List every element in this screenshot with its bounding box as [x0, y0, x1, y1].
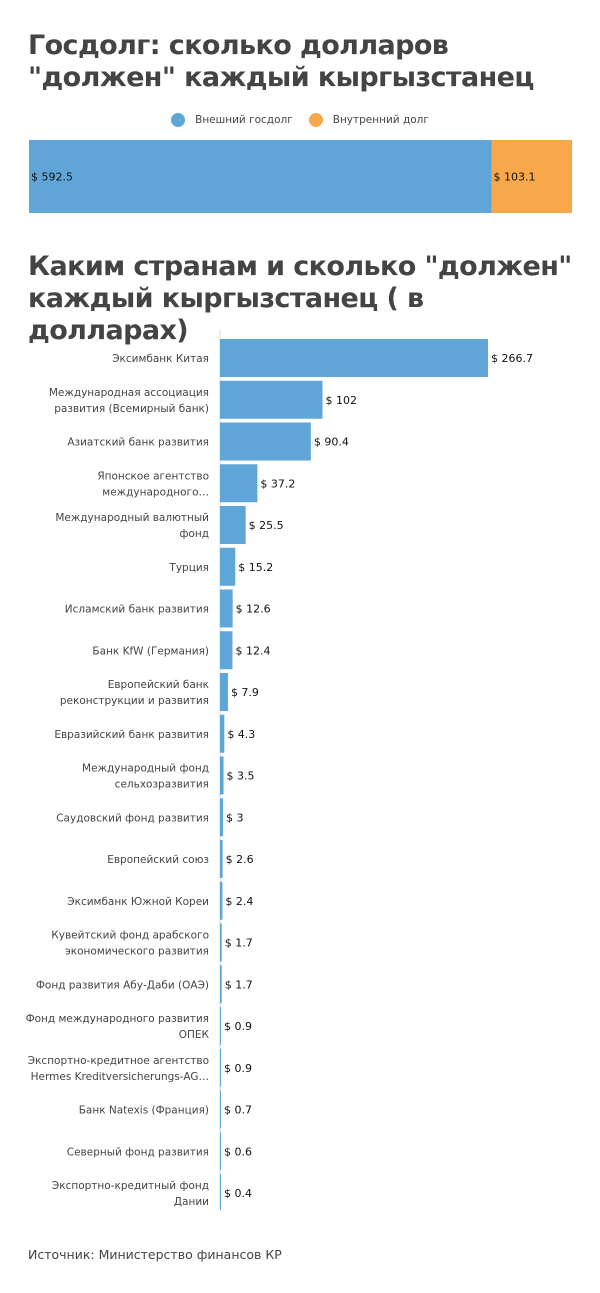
- category-label: Банк KfW (Германия): [92, 645, 209, 657]
- category-label: Экспортно-кредитный фонд: [52, 1180, 209, 1192]
- bar[interactable]: [220, 1174, 221, 1210]
- stack-segment-internal[interactable]: [491, 140, 572, 213]
- category-label: Саудовский фонд развития: [56, 812, 209, 824]
- bar[interactable]: [220, 339, 488, 377]
- category-label: Экспортно-кредитное агентство: [28, 1055, 209, 1067]
- bar-value-label: $ 2.4: [225, 895, 253, 908]
- bar[interactable]: [220, 840, 223, 878]
- bar-value-label: $ 0.7: [224, 1104, 252, 1117]
- category-label: экономического развития: [65, 946, 209, 958]
- legend-label-internal: Внутренний долг: [332, 114, 429, 126]
- bar-value-label: $ 0.6: [224, 1145, 252, 1158]
- legend: Внешний госдолг Внутренний долг: [0, 113, 600, 127]
- bar[interactable]: [220, 965, 222, 1004]
- category-label: Hermes Kreditversicherungs-AG…: [31, 1071, 209, 1083]
- creditors-bar-chart: $ 266.7 Эксимбанк Китая $ 102 Международная…: [0, 330, 600, 1210]
- category-label: Азиатский банк развития: [67, 437, 209, 449]
- bar[interactable]: [220, 673, 228, 711]
- category-label: реконструкции и развития: [60, 695, 209, 707]
- stacked-debt-svg: $ 592.5 $ 103.1: [29, 140, 572, 213]
- bar-value-label: $ 3: [226, 811, 244, 824]
- category-label: развития (Всемирный банк): [54, 403, 209, 415]
- bar[interactable]: [220, 1048, 221, 1087]
- category-label: международного…: [102, 486, 209, 498]
- stack-segment-external[interactable]: [29, 140, 492, 213]
- bar-value-label: $ 0.9: [224, 1020, 252, 1033]
- bar-value-label: $ 15.2: [238, 561, 273, 574]
- bar-value-label: $ 7.9: [231, 686, 259, 699]
- bar-value-label: $ 37.2: [260, 477, 295, 490]
- category-label: Эксимбанк Южной Кореи: [67, 896, 209, 908]
- bar[interactable]: [220, 506, 246, 544]
- bar-value-label: $ 2.6: [226, 853, 254, 866]
- category-label: Евразийский банк развития: [54, 729, 209, 741]
- category-label: Банк Natexis (Франция): [79, 1105, 209, 1117]
- bar-value-label: $ 0.4: [224, 1187, 252, 1200]
- legend-dot-internal-icon: [308, 113, 323, 127]
- bar[interactable]: [220, 1132, 221, 1171]
- bar-value-label: $ 12.6: [236, 603, 271, 616]
- category-label: Японское агентство: [97, 470, 209, 482]
- bar-value-label: $ 102: [325, 394, 357, 407]
- bar[interactable]: [220, 1007, 221, 1045]
- category-label: Фонд развития Абу-Даби (ОАЭ): [36, 979, 209, 991]
- category-label: Эксимбанк Китая: [112, 353, 209, 365]
- bar[interactable]: [220, 714, 225, 753]
- legend-item-external[interactable]: Внешний госдолг: [171, 113, 293, 127]
- bar[interactable]: [220, 589, 233, 628]
- bar-value-label: $ 90.4: [314, 436, 349, 449]
- stacked-debt-chart: $ 592.5 $ 103.1: [29, 140, 572, 213]
- bar[interactable]: [220, 464, 258, 503]
- category-label: Международный валютный: [55, 512, 209, 524]
- bar-value-label: $ 4.3: [227, 728, 255, 741]
- bar-value-label: $ 1.7: [225, 978, 253, 991]
- bar-value-label: $ 266.7: [491, 352, 533, 365]
- source-note: Источник: Министерство финансов КР: [28, 1247, 282, 1262]
- category-label: ОПЕК: [179, 1029, 210, 1041]
- bar-value-label: $ 3.5: [227, 770, 255, 783]
- bar[interactable]: [220, 422, 311, 461]
- bar[interactable]: [220, 631, 233, 670]
- second-title: Каким странам и сколько "должен" каждый …: [28, 251, 572, 346]
- stack-value-label: $ 592.5: [31, 171, 73, 184]
- bar[interactable]: [220, 547, 236, 586]
- legend-label-external: Внешний госдолг: [195, 114, 293, 126]
- bar-value-label: $ 12.4: [235, 644, 270, 657]
- bar[interactable]: [220, 798, 224, 837]
- category-label: Турция: [168, 562, 209, 574]
- stack-value-label: $ 103.1: [494, 171, 536, 184]
- bar-value-label: $ 25.5: [249, 519, 284, 532]
- category-label: Европейский банк: [108, 679, 209, 691]
- category-label: Международный фонд: [82, 763, 209, 775]
- category-label: Исламский банк развития: [65, 604, 209, 616]
- category-label: Кувейтский фонд арабского: [51, 930, 209, 942]
- legend-item-internal[interactable]: Внутренний долг: [308, 113, 429, 127]
- category-label: Европейский союз: [107, 854, 209, 866]
- category-label: Дании: [174, 1196, 209, 1208]
- category-label: фонд: [179, 528, 209, 540]
- legend-dot-external-icon: [171, 113, 186, 127]
- creditors-bar-svg: $ 266.7 Эксимбанк Китая $ 102 Международная…: [26, 330, 533, 1210]
- bar[interactable]: [220, 923, 222, 962]
- category-label: сельхозразвития: [115, 779, 209, 791]
- bar[interactable]: [220, 881, 223, 920]
- bar[interactable]: [220, 756, 224, 795]
- category-label: Северный фонд развития: [67, 1146, 209, 1158]
- category-label: Фонд международного развития: [26, 1013, 209, 1025]
- bar[interactable]: [220, 1090, 221, 1129]
- bar[interactable]: [220, 380, 323, 419]
- bar-value-label: $ 0.9: [224, 1062, 252, 1075]
- category-label: Международная ассоциация: [49, 387, 209, 399]
- bar-value-label: $ 1.7: [225, 937, 253, 950]
- main-title: Госдолг: сколько долларов "должен" кажды…: [28, 30, 534, 93]
